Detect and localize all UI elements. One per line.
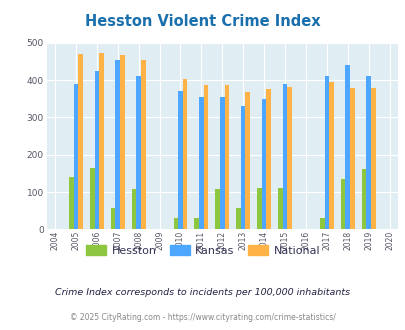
Bar [132,189,136,229]
Bar [198,97,203,229]
Bar [99,53,104,229]
Bar [349,88,354,229]
Bar [220,97,224,229]
Bar [261,99,266,229]
Bar [90,168,94,229]
Bar [94,71,99,229]
Bar [324,77,328,229]
Bar [136,76,141,229]
Bar [73,84,78,229]
Bar [245,92,249,229]
Bar [78,54,83,229]
Bar [282,84,287,229]
Text: © 2025 CityRating.com - https://www.cityrating.com/crime-statistics/: © 2025 CityRating.com - https://www.city… [70,313,335,322]
Bar [141,60,145,229]
Legend: Hesston, Kansas, National: Hesston, Kansas, National [81,241,324,260]
Text: Hesston Violent Crime Index: Hesston Violent Crime Index [85,14,320,29]
Bar [240,106,245,229]
Bar [345,65,349,229]
Bar [194,218,198,229]
Bar [224,85,228,229]
Bar [370,88,375,229]
Bar [173,218,178,229]
Bar [111,208,115,229]
Bar [328,82,333,229]
Bar [319,218,324,229]
Bar [120,55,124,229]
Bar [115,60,120,229]
Bar [69,177,73,229]
Bar [361,169,365,229]
Bar [215,189,220,229]
Bar [266,89,270,229]
Bar [287,86,291,229]
Text: Crime Index corresponds to incidents per 100,000 inhabitants: Crime Index corresponds to incidents per… [55,287,350,297]
Bar [340,179,345,229]
Bar [365,77,370,229]
Bar [236,208,240,229]
Bar [178,91,182,229]
Bar [277,188,282,229]
Bar [256,188,261,229]
Bar [203,85,208,229]
Bar [182,79,187,229]
